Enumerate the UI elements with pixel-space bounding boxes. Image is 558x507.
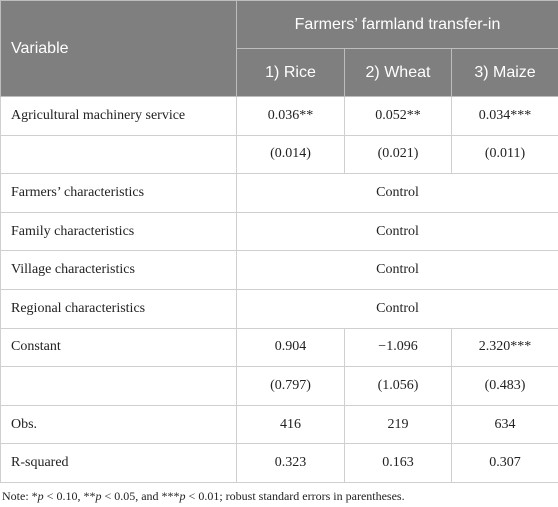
cell: (0.483) <box>450 366 558 406</box>
cell: (0.011) <box>450 134 558 175</box>
row-label: Constant <box>0 327 237 368</box>
header-cell: 1) Rice <box>236 48 345 97</box>
row-label <box>0 366 237 406</box>
row-label: Regional characteristics <box>0 288 237 329</box>
cell: 0.323 <box>236 443 345 483</box>
table-row: Family characteristics Control <box>0 211 558 252</box>
cell: Control <box>235 211 558 252</box>
cell: −1.096 <box>344 327 452 368</box>
cell: Control <box>235 173 558 213</box>
note-part: < 0.10, ** <box>43 488 96 503</box>
cell: 2.320*** <box>450 327 558 368</box>
cell: (0.797) <box>236 366 345 406</box>
header-cell: 2) Wheat <box>344 48 452 97</box>
table-row: Farmers’ characteristics Control <box>0 173 558 213</box>
table-body: Agricultural machinery service 0.036** 0.0… <box>0 96 558 483</box>
note-part: p <box>179 488 186 503</box>
table-row: Regional characteristics Control <box>0 288 558 329</box>
row-label: Village characteristics <box>0 250 237 290</box>
cell: 0.904 <box>236 327 345 368</box>
row-label: Agricultural machinery service <box>0 96 237 136</box>
table-row: Obs. 416 219 634 <box>0 404 558 445</box>
cell: Control <box>235 288 558 329</box>
cell: 219 <box>344 404 452 445</box>
results-table: Variable Farmers’ farmland transfer-in 1… <box>0 0 558 483</box>
table-row: (0.797) (1.056) (0.483) <box>0 366 558 406</box>
note-part: < 0.05, and *** <box>101 488 180 503</box>
table-row: (0.014) (0.021) (0.011) <box>0 134 558 175</box>
header-cell: Variable <box>0 0 237 97</box>
row-label: Family characteristics <box>0 211 237 252</box>
table-row: R-squared 0.323 0.163 0.307 <box>0 443 558 483</box>
cell: 416 <box>236 404 345 445</box>
table-row: Constant 0.904 −1.096 2.320*** <box>0 327 558 368</box>
table-header: Variable Farmers’ farmland transfer-in 1… <box>0 0 558 97</box>
cell: 0.036** <box>236 96 345 136</box>
cell: (0.021) <box>344 134 452 175</box>
cell: 0.052** <box>344 96 452 136</box>
cell: 0.163 <box>344 443 452 483</box>
row-label: Farmers’ characteristics <box>0 173 237 213</box>
row-label: R-squared <box>0 443 237 483</box>
header-cell: 3) Maize <box>450 48 558 97</box>
cell: (1.056) <box>344 366 452 406</box>
cell: 0.307 <box>450 443 558 483</box>
note-part: < 0.01; robust standard errors in parent… <box>185 488 405 503</box>
row-label: Obs. <box>0 404 237 445</box>
cell: 634 <box>450 404 558 445</box>
note-part: p <box>95 488 102 503</box>
note-part: Note: * <box>2 488 38 503</box>
cell: (0.014) <box>236 134 345 175</box>
table-note: Note: *p < 0.10, **p < 0.05, and ***p < … <box>2 489 558 504</box>
table-row: Agricultural machinery service 0.036** 0.0… <box>0 96 558 136</box>
note-part: p <box>37 488 44 503</box>
table-row: Village characteristics Control <box>0 250 558 290</box>
row-label <box>0 134 237 175</box>
cell: 0.034*** <box>450 96 558 136</box>
header-cell: Farmers’ farmland transfer-in <box>235 0 558 49</box>
cell: Control <box>235 250 558 290</box>
